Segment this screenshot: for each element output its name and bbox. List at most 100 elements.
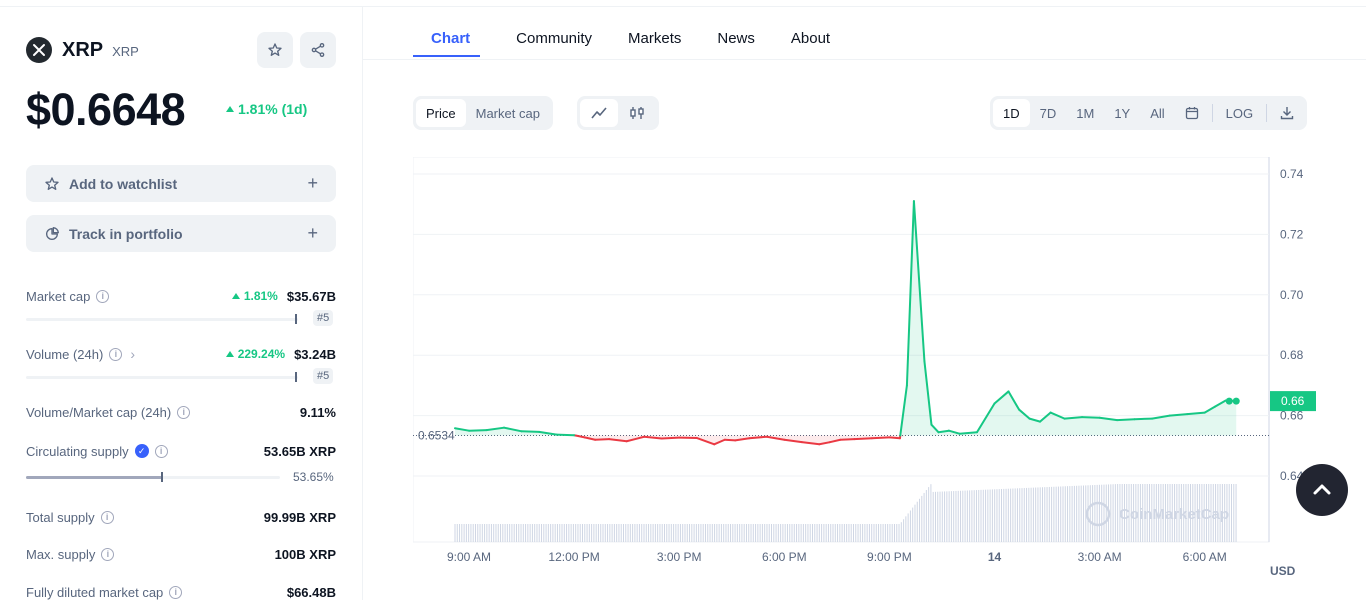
price-chart[interactable]: 0.74 0.72 0.70 0.68 0.66 0.64 0.6534 0.66 9:00 A… [412,156,1333,587]
price-option[interactable]: Price [416,99,466,127]
share-button[interactable] [300,32,336,68]
price-line-segment [734,437,751,442]
current-price-dot [1225,397,1233,405]
price-line-segment [485,426,506,432]
volume-value: $3.24B [294,346,336,362]
market-cap-option[interactable]: Market cap [475,105,540,121]
y-tick-label: 0.70 [1280,288,1304,302]
up-arrow-icon [231,293,240,299]
star-button[interactable] [257,32,293,68]
price-line-segment [660,436,681,440]
line-chart-button[interactable] [580,99,618,127]
info-icon[interactable]: i [177,405,191,419]
price-line-segment [1133,417,1154,421]
x-tick-label: 9:00 PM [867,550,912,564]
star-icon [45,176,59,190]
range-7d[interactable]: 7D [1039,105,1057,121]
area-below-baseline [454,435,1237,445]
xrp-logo-icon [26,37,52,63]
total-supply-value: 99.99B XRP [263,509,336,525]
share-icon [311,43,325,57]
price-line-segment [1186,411,1206,416]
candlestick-icon [630,107,644,119]
add-to-watchlist-button[interactable]: Add to watchlist + [26,165,336,202]
info-icon[interactable]: i [169,585,183,599]
coin-price: $0.6648 [26,84,186,135]
market-cap-rank: #5 [313,310,334,326]
date-range-button[interactable] [1175,99,1209,127]
star-icon [268,43,282,56]
volume-bar-marker [295,372,297,382]
info-icon[interactable]: i [96,289,110,303]
log-scale-button[interactable]: LOG [1225,105,1254,121]
price-line-segment [608,438,628,443]
price-change-value: 1.81% (1d) [238,101,308,117]
price-line-segment [723,438,737,442]
tab-chart[interactable]: Chart [413,30,481,57]
total-supply-label: Total supply [26,509,95,525]
market-cap-row: Market cap i 1.81% $35.67B [26,286,336,306]
price-line-segment [1028,417,1042,423]
price-line-segment [923,360,933,426]
price-line-segment [1049,411,1066,420]
line-chart-icon [591,107,607,119]
price-line-segment [899,384,908,437]
volume-market-cap-value: 9.11% [299,404,336,420]
info-icon[interactable]: i [154,444,168,458]
price-line-segment [468,429,488,432]
market-cap-bar [26,314,298,324]
price-line-segment [748,435,768,440]
current-price-label: 0.66 [1281,394,1305,408]
price-line-segment [870,436,891,440]
metric-toggle: Price Market cap [413,96,553,130]
price-line-segment [583,436,597,441]
price-line-segment [1098,416,1119,422]
y-tick-label: 0.72 [1280,227,1304,241]
price-line-segment [1151,414,1171,420]
volume-change-value: 229.24% [237,347,286,361]
circulating-supply-label: Circulating supply [26,443,129,459]
price-line-segment [538,430,558,436]
max-supply-value: 100B XRP [274,546,336,562]
chevron-up-icon [1313,484,1331,495]
range-1d[interactable]: 1D [993,99,1030,127]
tab-about[interactable]: About [790,30,831,47]
plus-icon: + [307,223,318,243]
circulating-supply-marker [161,472,164,482]
info-icon[interactable]: i [101,547,115,561]
chart-type-toggle [577,96,659,130]
scroll-to-top-button[interactable] [1296,464,1348,516]
info-icon[interactable]: i [100,510,114,524]
circulating-supply-row: Circulating supply ✓ i 53.65B XRP [26,441,336,461]
track-in-portfolio-button[interactable]: Track in portfolio + [26,215,336,252]
tab-news[interactable]: News [717,30,755,47]
tabs-divider [363,59,1366,60]
range-all[interactable]: All [1150,105,1165,121]
max-supply-row: Max. supply i 100B XRP [26,544,336,564]
tab-community[interactable]: Community [516,30,593,47]
price-line-segment [1203,405,1217,414]
price-line-segment [1116,418,1136,422]
price-line-segment [800,441,821,446]
range-1m[interactable]: 1M [1076,105,1095,121]
info-icon[interactable]: i [109,347,123,361]
download-button[interactable] [1270,99,1304,127]
chevron-right-icon[interactable]: › [130,346,135,362]
price-line-segment [937,429,950,434]
toggle-divider [1211,104,1213,122]
price-line-segment [503,426,523,433]
price-line-segment [993,390,1010,405]
currency-label: USD [1270,564,1296,578]
coin-symbol: XRP [112,44,139,59]
range-1y[interactable]: 1Y [1114,105,1131,121]
price-line-segment [1039,411,1052,423]
top-divider [0,6,1366,7]
price-line-segment [947,429,961,435]
up-arrow-icon [225,351,234,357]
price-line-segment [1007,390,1021,411]
portfolio-label: Track in portfolio [69,225,183,242]
candlestick-button[interactable] [618,99,656,127]
x-tick-label: 3:00 AM [1078,550,1122,564]
tab-markets[interactable]: Markets [628,30,682,47]
circulating-supply-percent: 53.65% [293,470,334,484]
